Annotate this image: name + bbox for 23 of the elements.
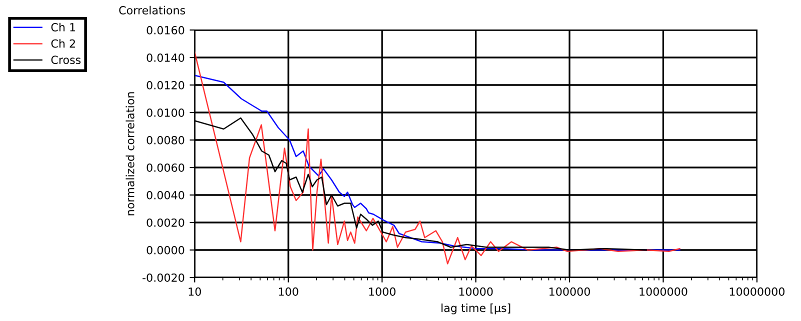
x-tick-label: 10000000 [730,287,784,296]
y-tick-label: 0.0020 [146,218,184,227]
y-tick-label: -0.0020 [142,273,184,282]
x-tick-label: 1000 [369,287,396,296]
legend-label: Cross [51,56,81,64]
y-tick-label: 0.0140 [146,53,184,62]
y-tick-label: 0.0080 [146,136,184,144]
y-tick-label: 0.0060 [146,163,184,172]
legend-label: Ch 2 [51,39,75,48]
x-tick-label: 10 [188,287,201,296]
x-tick-label: 100 [278,287,298,296]
y-axis-title: normalized correlation [126,92,134,216]
y-tick-label: 0.0120 [146,80,184,90]
chart-title: Correlations [119,6,186,14]
y-tick-label: 0.0160 [146,26,184,34]
x-tick-label: 1000000 [640,287,688,296]
x-tick-label: 100000 [550,287,590,296]
x-tick-label: 10000 [459,287,493,296]
x-axis-title: lag time [µs] [442,304,510,314]
y-tick-label: 0.0000 [146,246,184,254]
y-tick-label: 0.0040 [146,190,184,200]
y-tick-label: 0.0100 [146,108,184,117]
legend-label: Ch 1 [51,22,76,32]
